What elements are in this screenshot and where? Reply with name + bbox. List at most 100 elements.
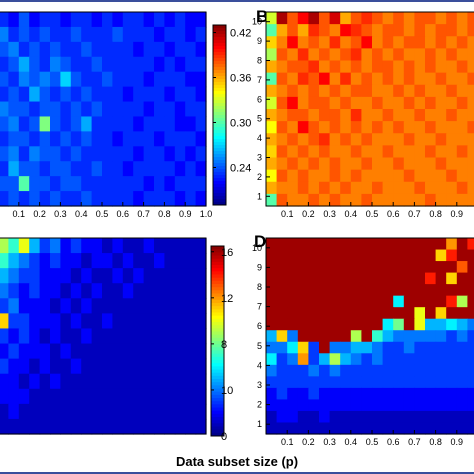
heatmap-cell	[174, 12, 186, 28]
heatmap-cell	[50, 283, 61, 299]
colorbar-segment	[211, 353, 224, 358]
heatmap-cell	[393, 169, 405, 183]
heatmap-cell	[456, 238, 468, 251]
colorbar-segment	[211, 420, 224, 424]
heatmap-cell	[350, 330, 362, 343]
heatmap-cell	[372, 341, 384, 354]
colorbar-segment	[213, 91, 226, 95]
heatmap-cell	[319, 24, 331, 37]
heatmap-cell	[361, 307, 373, 320]
heatmap-cell	[276, 238, 288, 251]
heatmap-cell	[174, 131, 186, 147]
colorbar-segment	[211, 413, 224, 418]
heatmap-cell	[329, 133, 341, 146]
heatmap-cell	[456, 36, 468, 49]
heatmap-cell	[393, 318, 405, 331]
heatmap-cell	[122, 86, 134, 103]
heatmap-cell	[29, 56, 41, 73]
colorbar-segment	[211, 404, 224, 408]
heatmap-cell	[393, 157, 405, 171]
heatmap-cell	[154, 101, 165, 118]
heatmap-cell	[143, 343, 155, 360]
colorbar-segment	[211, 277, 224, 282]
heatmap-cell	[425, 364, 437, 377]
heatmap-cell	[340, 238, 352, 251]
heatmap-cell	[393, 341, 405, 354]
heatmap-cell	[467, 72, 474, 86]
heatmap-cell	[276, 60, 288, 74]
heatmap-cell	[50, 12, 61, 28]
heatmap-cell	[60, 131, 72, 147]
heatmap-cell	[308, 376, 320, 389]
heatmap-cell	[319, 60, 331, 74]
heatmap-cell	[91, 116, 103, 132]
heatmap-cell	[446, 72, 458, 86]
heatmap-cell	[185, 146, 197, 162]
heatmap-cell	[297, 48, 309, 62]
heatmap-cell	[319, 109, 331, 122]
heatmap-cell	[414, 145, 426, 159]
heatmap-cell	[425, 422, 437, 435]
heatmap-cell	[266, 387, 278, 401]
colorbar-segment	[211, 318, 224, 323]
colorbar-segment	[213, 151, 226, 155]
heatmap-cell	[340, 364, 352, 377]
heatmap-cell	[382, 109, 394, 122]
heatmap-cell	[164, 101, 176, 118]
heatmap-cell	[185, 313, 197, 330]
colorbar-segment	[213, 97, 226, 101]
heatmap-cell	[18, 418, 30, 435]
y-tick-label: 9	[257, 262, 262, 272]
x-tick-label: 0.5	[96, 209, 109, 219]
heatmap-cell	[340, 109, 352, 122]
heatmap-cell	[435, 422, 447, 435]
heatmap-cell	[18, 161, 30, 177]
heatmap-cell	[70, 373, 82, 390]
heatmap-cell	[112, 191, 124, 207]
heatmap-cell	[50, 358, 61, 375]
heatmap-cell	[446, 387, 458, 401]
heatmap-cell	[372, 72, 384, 86]
heatmap-cell	[446, 341, 458, 354]
colorbar-segment	[213, 103, 226, 107]
heatmap-cell	[266, 307, 278, 320]
heatmap-cell	[467, 133, 474, 146]
heatmap-cell	[403, 109, 415, 122]
heatmap-cell	[435, 193, 447, 207]
heatmap-cell	[70, 403, 82, 420]
x-tick-label: 0.3	[323, 437, 336, 447]
heatmap-cell	[446, 133, 458, 146]
heatmap-cell	[8, 86, 20, 103]
heatmap-cell	[393, 364, 405, 377]
heatmap-cell	[382, 422, 394, 435]
heatmap-cell	[403, 133, 415, 146]
heatmap-cell	[350, 36, 362, 49]
heatmap-cell	[112, 388, 124, 405]
colorbar-tick-label: 0.30	[230, 118, 251, 130]
heatmap-cell	[91, 191, 103, 207]
heatmap-cell	[350, 96, 362, 110]
heatmap-cell	[287, 36, 299, 49]
heatmap-cell	[102, 403, 113, 420]
heatmap-cell	[143, 358, 155, 375]
heatmap-cell	[456, 145, 468, 159]
heatmap-cell	[382, 169, 394, 183]
heatmap-cell	[276, 193, 288, 207]
heatmap-cell	[329, 410, 341, 424]
heatmap-cell	[456, 84, 468, 98]
heatmap-cell	[350, 353, 362, 366]
heatmap-cell	[8, 116, 20, 132]
heatmap-cell	[372, 12, 384, 25]
heatmap-cell	[361, 157, 373, 171]
colorbar-segment	[211, 401, 224, 405]
x-tick-label: 0.8	[158, 209, 171, 219]
heatmap-cell	[308, 48, 320, 62]
heatmap-cell	[403, 272, 415, 285]
heatmap-cell	[102, 12, 113, 28]
heatmap-cell	[297, 307, 309, 320]
heatmap-cell	[276, 157, 288, 171]
colorbar-segment	[213, 43, 226, 47]
colorbar-segment	[213, 190, 226, 194]
heatmap-cell	[414, 295, 426, 308]
heatmap-cell	[308, 261, 320, 274]
